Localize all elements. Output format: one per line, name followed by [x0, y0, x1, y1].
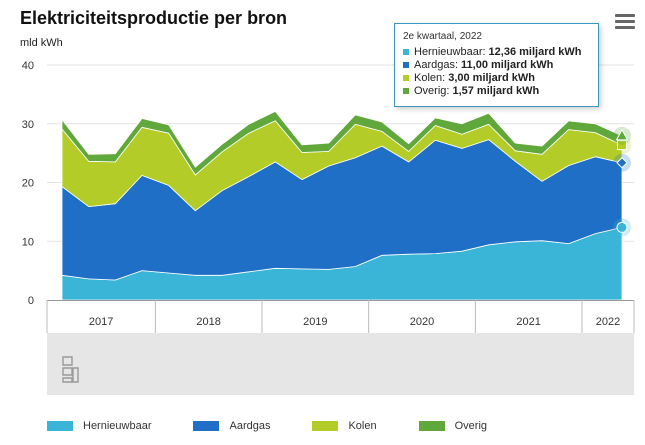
y-tick-label: 10 [22, 236, 34, 248]
chart-title: Elektriciteitsproductie per bron [20, 8, 288, 28]
tooltip-series-label: Overig: [414, 84, 450, 97]
area-series [61, 111, 623, 301]
legend-label: Kolen [348, 420, 377, 432]
x-tick-label: 2018 [196, 316, 220, 328]
legend-item-aardgas[interactable]: Aardgas [193, 420, 270, 432]
hamburger-menu-icon[interactable] [613, 12, 637, 32]
legend-swatch [418, 421, 445, 431]
tooltip-series-value: 1,57 miljard kWh [452, 84, 540, 97]
x-tick-label: 2022 [596, 316, 620, 328]
tooltip-series-value: 12,36 miljard kWh [488, 45, 582, 58]
tooltip-series-marker [403, 61, 409, 68]
marker-overig [615, 128, 629, 141]
hover-markers [613, 126, 631, 237]
cbs-logo-icon [62, 356, 79, 383]
legend-swatch [47, 421, 73, 431]
tooltip-row: Aardgas: 11,00 miljard kWh [403, 58, 590, 71]
tooltip-series-label: Aardgas: [414, 58, 459, 71]
legend-item-kolen[interactable]: Kolen [312, 420, 377, 432]
axes: 0 10 20 30 40 2017 2018 2019 2020 2021 2022 [22, 60, 635, 333]
legend-swatch [312, 421, 339, 431]
x-tick-label: 2017 [89, 316, 113, 328]
x-tick-label: 2021 [516, 316, 540, 328]
tooltip: 2e kwartaal, 2022 Hernieuwbaar: 12,36 mil… [394, 23, 599, 107]
legend-swatch [193, 421, 220, 431]
tooltip-rows: Hernieuwbaar: 12,36 miljard kWh Aardgas: 11… [403, 45, 590, 97]
tooltip-series-label: Kolen: [414, 71, 446, 84]
tooltip-row: Hernieuwbaar: 12,36 miljard kWh [403, 45, 590, 58]
y-axis-unit: mld kWh [20, 37, 63, 49]
tooltip-series-value: 11,00 miljard kWh [461, 58, 554, 71]
y-tick-label: 40 [22, 60, 34, 72]
tooltip-series-marker [403, 48, 409, 55]
x-tick-label: 2019 [303, 316, 327, 328]
y-tick-label: 30 [22, 119, 34, 131]
y-tick-label: 0 [28, 295, 34, 307]
legend: Hernieuwbaar Aardgas Kolen Overig [47, 420, 529, 432]
marker-aardgas [616, 157, 628, 169]
marker-kolen [617, 140, 627, 151]
legend-item-overig[interactable]: Overig [418, 420, 488, 432]
legend-label: Overig [454, 420, 488, 432]
legend-label: Hernieuwbaar [83, 420, 152, 432]
marker-hernieuwbaar [616, 221, 628, 233]
y-tick-label: 20 [22, 178, 34, 190]
navigator-band [47, 333, 634, 395]
tooltip-series-marker [403, 87, 409, 94]
tooltip-series-label: Hernieuwbaar: [414, 45, 486, 58]
tooltip-row: Overig: 1,57 miljard kWh [403, 84, 590, 97]
tooltip-row: Kolen: 3,00 miljard kWh [403, 71, 590, 84]
legend-item-hernieuwbaar[interactable]: Hernieuwbaar [47, 420, 151, 432]
legend-label: Aardgas [229, 420, 271, 432]
tooltip-header: 2e kwartaal, 2022 [403, 31, 482, 42]
x-tick-label: 2020 [410, 316, 434, 328]
tooltip-series-marker [403, 74, 409, 81]
tooltip-series-value: 3,00 miljard kWh [448, 71, 536, 84]
